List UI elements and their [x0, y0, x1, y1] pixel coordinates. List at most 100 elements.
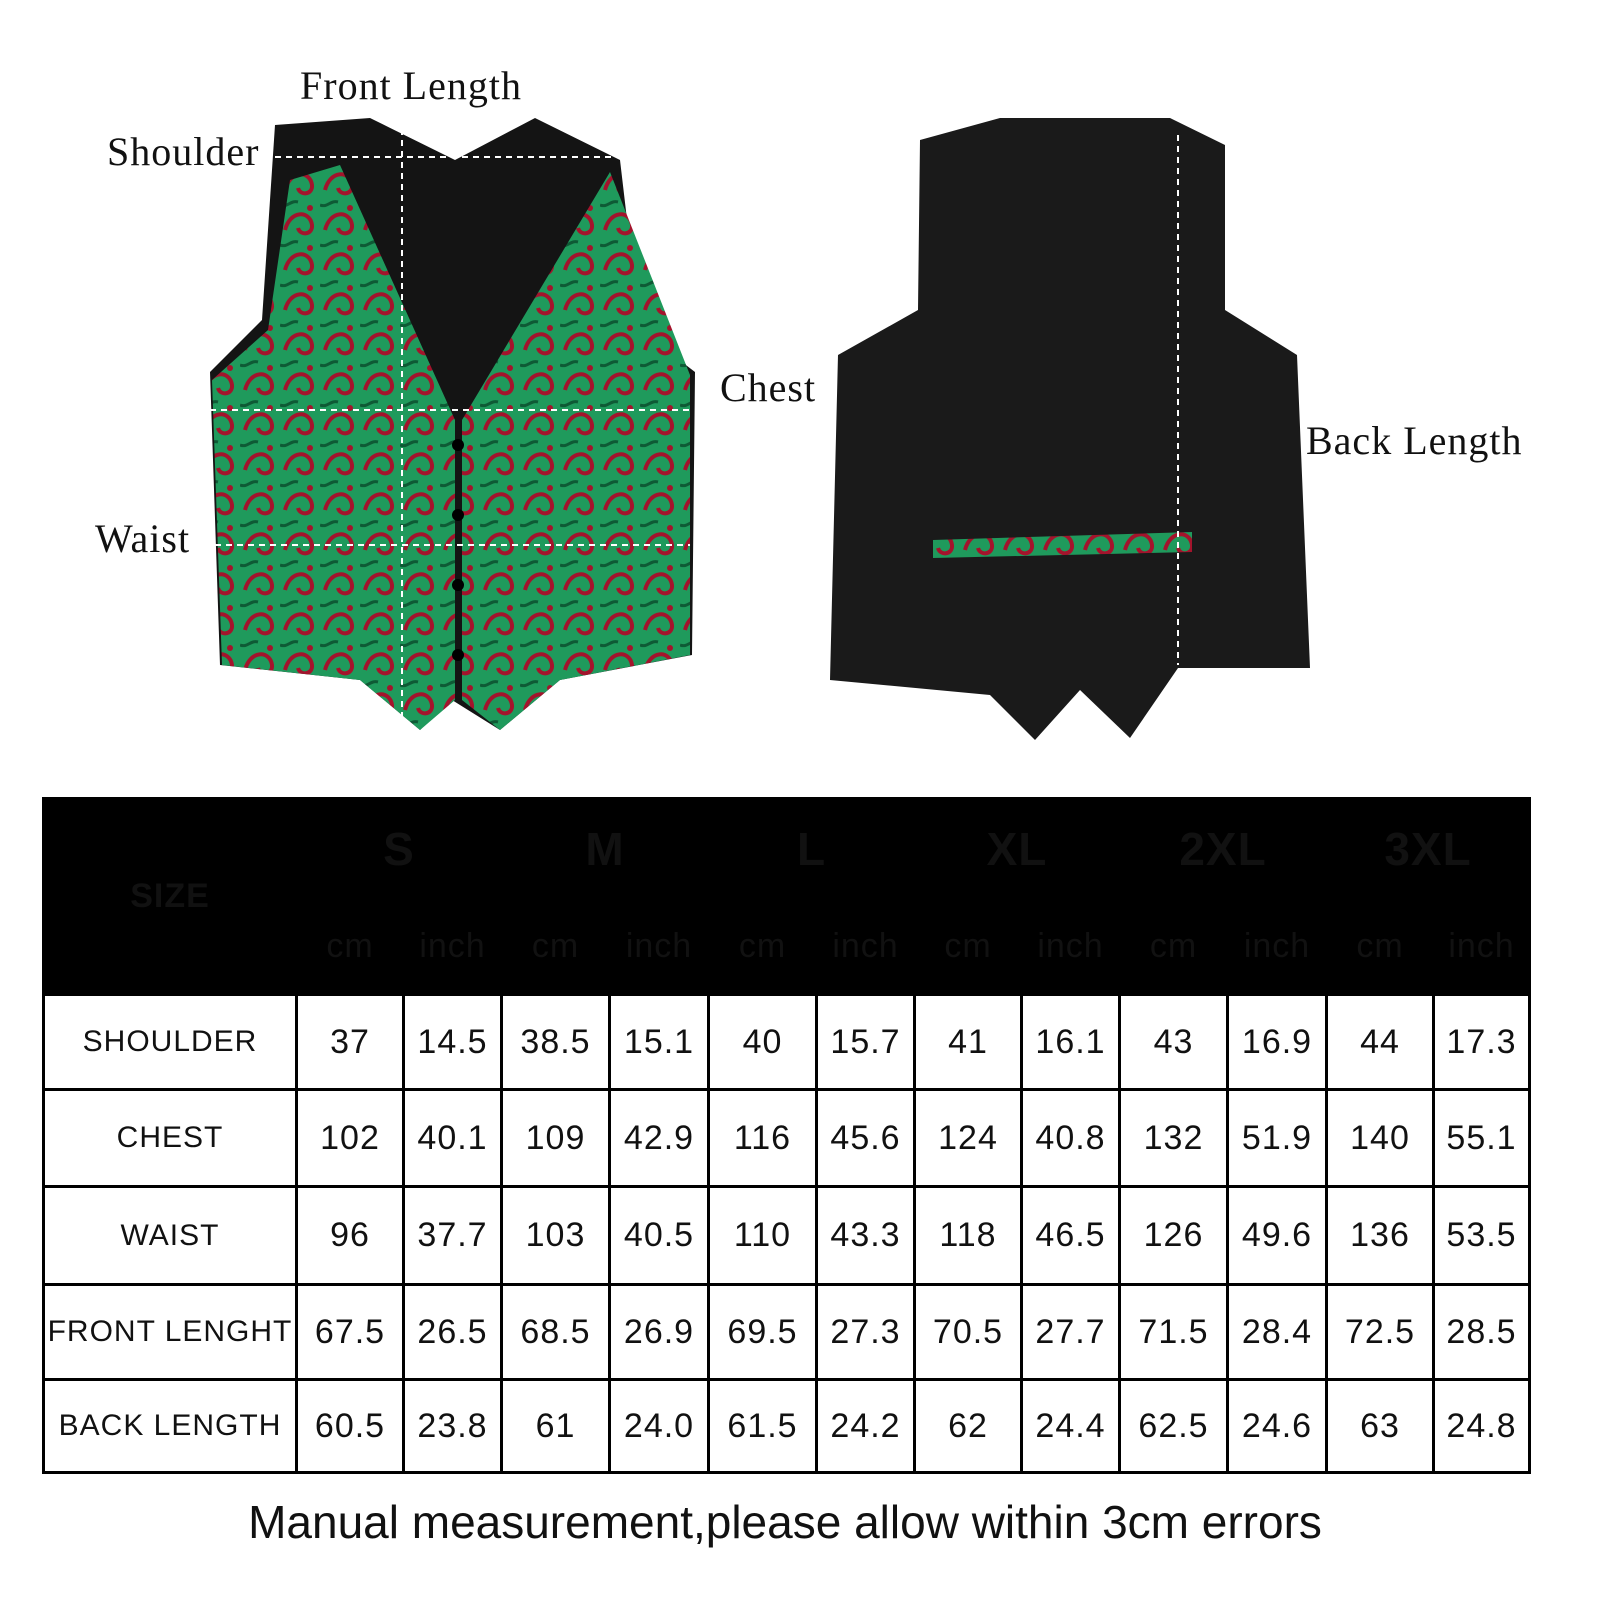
- size-chart-table: SIZE S M L XL 2XL 3XL cm inch cm inch cm inch…: [42, 797, 1531, 1474]
- value-cell: 15.1: [608, 993, 710, 1091]
- value-cell: 24.6: [1226, 1378, 1328, 1474]
- table-row: SHOULDER 37 14.5 38.5 15.1 40 15.7 41 16.1 43 16.9…: [42, 993, 1531, 1091]
- size-2xl: 2XL: [1118, 797, 1328, 900]
- value-cell: 51.9: [1226, 1088, 1328, 1188]
- value-cell: 110: [707, 1185, 818, 1286]
- value-cell: 28.4: [1226, 1283, 1328, 1381]
- value-cell: 38.5: [500, 993, 611, 1091]
- back-length-label: Back Length: [1306, 418, 1523, 463]
- value-cell: 26.9: [608, 1283, 710, 1381]
- value-cell: 41: [913, 993, 1023, 1091]
- value-cell: 61.5: [707, 1378, 818, 1474]
- value-cell: 40.8: [1020, 1088, 1121, 1188]
- value-cell: 72.5: [1325, 1283, 1435, 1381]
- value-cell: 42.9: [608, 1088, 710, 1188]
- value-cell: 69.5: [707, 1283, 818, 1381]
- value-cell: 23.8: [402, 1378, 503, 1474]
- value-cell: 70.5: [913, 1283, 1023, 1381]
- row-label: BACK LENGTH: [42, 1378, 298, 1474]
- value-cell: 26.5: [402, 1283, 503, 1381]
- chest-label: Chest: [720, 365, 817, 410]
- unit-inch: inch: [1020, 897, 1121, 996]
- value-cell: 45.6: [815, 1088, 916, 1188]
- value-cell: 27.3: [815, 1283, 916, 1381]
- unit-inch: inch: [608, 897, 710, 996]
- value-cell: 28.5: [1432, 1283, 1531, 1381]
- value-cell: 24.4: [1020, 1378, 1121, 1474]
- value-cell: 116: [707, 1088, 818, 1188]
- value-cell: 55.1: [1432, 1088, 1531, 1188]
- front-length-label: Front Length: [300, 63, 522, 108]
- unit-cm: cm: [913, 897, 1023, 996]
- unit-cm: cm: [295, 897, 405, 996]
- size-3xl: 3XL: [1325, 797, 1531, 900]
- value-cell: 71.5: [1118, 1283, 1229, 1381]
- value-cell: 16.1: [1020, 993, 1121, 1091]
- measurement-note: Manual measurement,please allow within 3…: [248, 1496, 1322, 1548]
- value-cell: 63: [1325, 1378, 1435, 1474]
- unit-cm: cm: [500, 897, 611, 996]
- unit-cm: cm: [707, 897, 818, 996]
- value-cell: 132: [1118, 1088, 1229, 1188]
- value-cell: 96: [295, 1185, 405, 1286]
- row-label: FRONT LENGHT: [42, 1283, 298, 1381]
- value-cell: 109: [500, 1088, 611, 1188]
- unit-inch: inch: [815, 897, 916, 996]
- row-label: CHEST: [42, 1088, 298, 1188]
- value-cell: 118: [913, 1185, 1023, 1286]
- value-cell: 67.5: [295, 1283, 405, 1381]
- size-m: M: [500, 797, 710, 900]
- value-cell: 126: [1118, 1185, 1229, 1286]
- table-row: BACK LENGTH 60.5 23.8 61 24.0 61.5 24.2 62 24.4 6…: [42, 1378, 1531, 1474]
- unit-cm: cm: [1325, 897, 1435, 996]
- unit-row: cm inch cm inch cm inch cm inch cm inch cm inch: [44, 897, 1531, 996]
- value-cell: 44: [1325, 993, 1435, 1091]
- value-cell: 68.5: [500, 1283, 611, 1381]
- value-cell: 62: [913, 1378, 1023, 1474]
- value-cell: 37: [295, 993, 405, 1091]
- unit-inch: inch: [1226, 897, 1328, 996]
- value-cell: 124: [913, 1088, 1023, 1188]
- value-cell: 60.5: [295, 1378, 405, 1474]
- value-cell: 136: [1325, 1185, 1435, 1286]
- row-label: WAIST: [42, 1185, 298, 1286]
- value-cell: 43.3: [815, 1185, 916, 1286]
- value-cell: 24.8: [1432, 1378, 1531, 1474]
- unit-inch: inch: [1432, 897, 1531, 996]
- value-cell: 40: [707, 993, 818, 1091]
- size-header: SIZE: [42, 797, 298, 996]
- value-cell: 43: [1118, 993, 1229, 1091]
- value-cell: 17.3: [1432, 993, 1531, 1091]
- value-cell: 102: [295, 1088, 405, 1188]
- size-xl: XL: [913, 797, 1121, 900]
- table-row: WAIST 96 37.7 103 40.5 110 43.3 118 46.5 126 49.6 1…: [42, 1185, 1531, 1286]
- size-s: S: [295, 797, 503, 900]
- size-l: L: [707, 797, 916, 900]
- shoulder-label: Shoulder: [107, 129, 260, 174]
- value-cell: 61: [500, 1378, 611, 1474]
- value-cell: 140: [1325, 1088, 1435, 1188]
- value-cell: 24.0: [608, 1378, 710, 1474]
- value-cell: 40.1: [402, 1088, 503, 1188]
- value-cell: 49.6: [1226, 1185, 1328, 1286]
- value-cell: 14.5: [402, 993, 503, 1091]
- value-cell: 24.2: [815, 1378, 916, 1474]
- vest-illustrations: [210, 118, 1310, 740]
- value-cell: 46.5: [1020, 1185, 1121, 1286]
- front-vest: [210, 118, 695, 730]
- value-cell: 37.7: [402, 1185, 503, 1286]
- waist-label: Waist: [95, 516, 191, 561]
- value-cell: 15.7: [815, 993, 916, 1091]
- back-vest: [830, 118, 1310, 740]
- value-cell: 27.7: [1020, 1283, 1121, 1381]
- table-row: CHEST 102 40.1 109 42.9 116 45.6 124 40.8 132 51.9…: [42, 1088, 1531, 1188]
- value-cell: 103: [500, 1185, 611, 1286]
- unit-cm: cm: [1118, 897, 1229, 996]
- value-cell: 16.9: [1226, 993, 1328, 1091]
- size-header-row: SIZE S M L XL 2XL 3XL: [42, 797, 1531, 996]
- value-cell: 53.5: [1432, 1185, 1531, 1286]
- row-label: SHOULDER: [42, 993, 298, 1091]
- unit-inch: inch: [402, 897, 503, 996]
- value-cell: 40.5: [608, 1185, 710, 1286]
- table-row: FRONT LENGHT 67.5 26.5 68.5 26.9 69.5 27.3 70.5…: [42, 1283, 1531, 1381]
